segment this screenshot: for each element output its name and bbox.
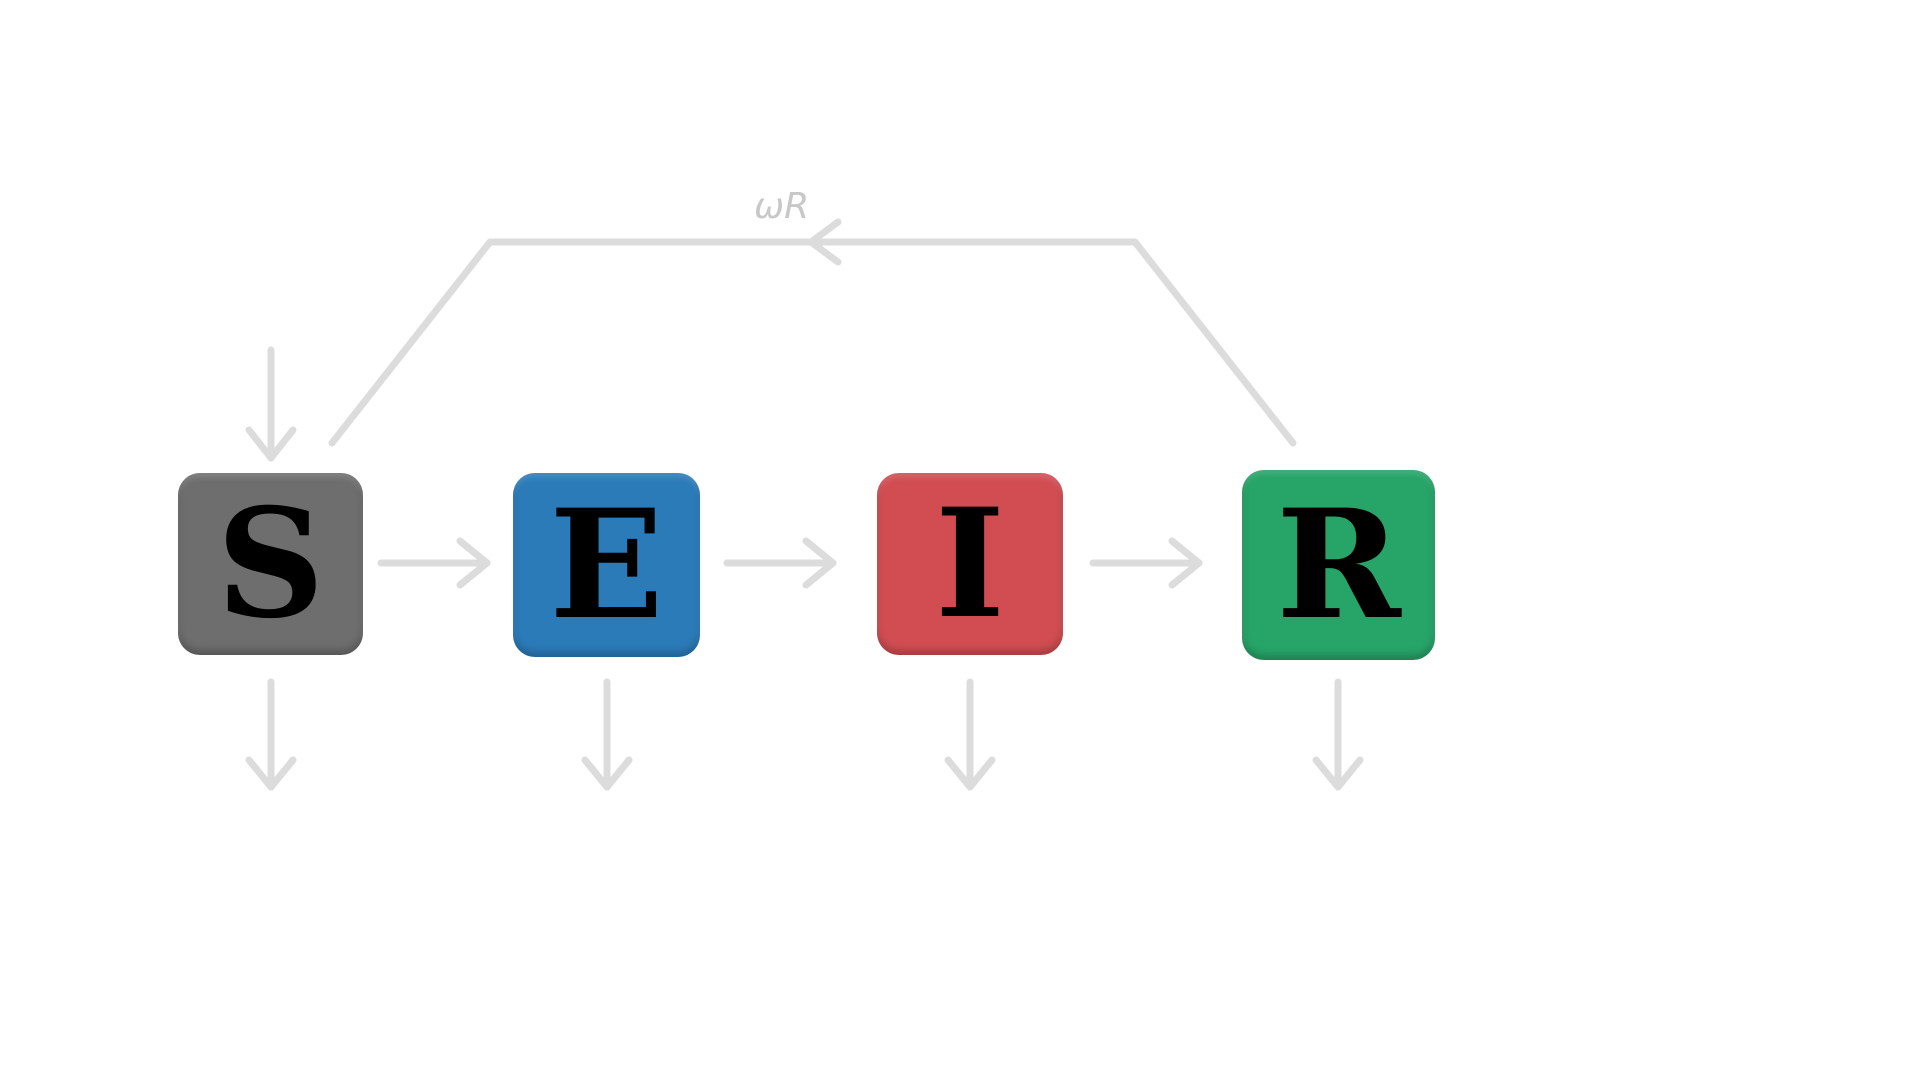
compartment-recovered: R [1242, 470, 1435, 660]
compartment-exposed: E [513, 473, 700, 657]
flow-arrow-r-to-s [328, 238, 1297, 447]
flow-arrowhead-r-to-s [807, 218, 842, 266]
compartment-letter-s: S [216, 476, 325, 652]
compartment-letter-r: R [1276, 477, 1401, 653]
compartment-letter-e: E [549, 477, 664, 653]
rate-label-waning-immunity: ωR [754, 186, 809, 227]
flow-arrowhead-e-to-i [802, 537, 837, 589]
flow-arrowhead-i-to-r [1168, 537, 1203, 589]
inflow-arrowhead-s [245, 426, 297, 462]
compartment-susceptible: S [178, 473, 363, 655]
flow-arrowhead-s-to-e [456, 537, 491, 589]
outflow-arrowhead-e [581, 756, 633, 791]
compartment-infectious: I [877, 473, 1063, 655]
compartment-letter-i: I [934, 476, 1006, 652]
outflow-arrowhead-r [1312, 756, 1364, 791]
outflow-arrowhead-s [245, 756, 297, 791]
outflow-arrowhead-i [944, 756, 996, 791]
